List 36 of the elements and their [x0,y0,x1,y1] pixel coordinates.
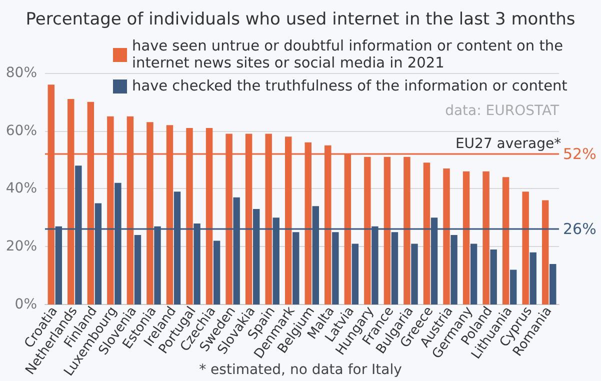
bar [384,156,391,304]
bar [404,156,410,304]
bar [550,264,556,304]
bar [213,240,220,304]
bar [332,232,339,304]
bar [542,200,549,304]
bar [391,232,398,304]
y-tick-label: 20% [6,238,37,255]
bar [502,177,510,304]
y-tick-label: 80% [6,65,37,81]
bar [443,168,450,304]
bar [510,270,517,304]
chart-title: Percentage of individuals who used internet in the last 3 months [26,10,576,30]
bar [423,162,430,304]
bar [292,232,300,304]
bar [490,249,497,304]
bar [450,235,458,304]
legend-label: have seen untrue or doubtful information or content on the internet news sites or social media in 2021 [132,38,568,72]
annotation: EU27 average* [455,136,562,152]
ref-line-label: 52% [563,145,596,164]
legend-label: have checked the truthfulness of the information or content [132,78,568,94]
bar [470,244,478,304]
y-tick-label: 40% [6,180,37,197]
y-tick-label: 0% [14,296,37,312]
text: * estimated, no data for Italy [199,362,402,378]
bar [462,171,470,304]
bar [352,244,359,304]
y-tick-label: 60% [6,122,37,139]
bar [482,171,490,304]
bar [134,235,142,304]
ref-line-label: 26% [563,220,596,238]
bar [364,156,371,304]
bar [522,192,529,304]
bar [411,244,418,304]
bar [530,252,536,304]
annotation: data: EUROSTAT [445,103,560,119]
